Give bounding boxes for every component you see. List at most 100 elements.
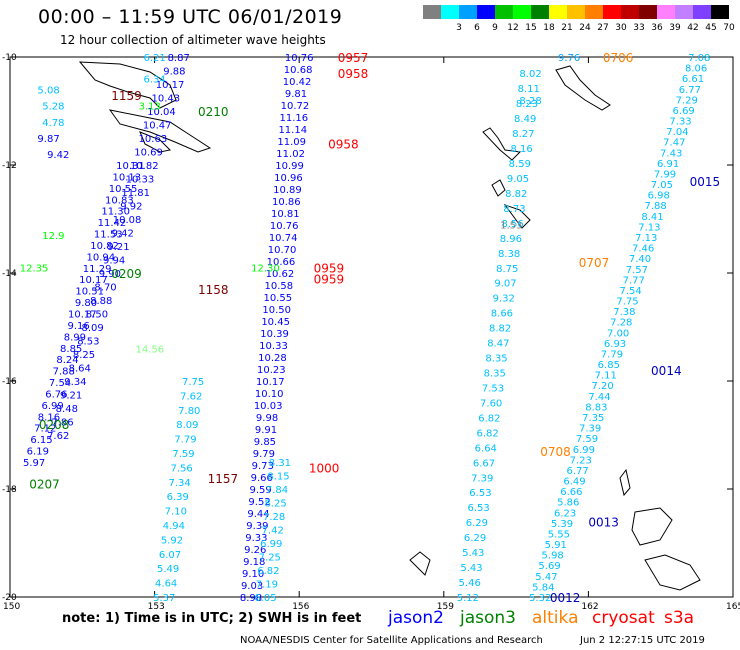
wave-height-value: 11.02: [276, 149, 305, 160]
wave-height-value: 7.99: [654, 169, 676, 180]
scale-label: 12: [507, 23, 519, 33]
track-t1: 10.7610.6810.429.8110.7211.1611.1411.091…: [240, 53, 314, 604]
wave-height-value: 10.08: [113, 215, 142, 226]
wave-height-value: 6.99: [573, 445, 595, 456]
wave-height-value: 7.46: [632, 244, 654, 255]
scale-swatch: [531, 5, 549, 19]
wave-height-value: 5.49: [157, 564, 179, 575]
wave-height-value: 8.66: [491, 309, 513, 320]
wave-height-value: 9.44: [247, 509, 269, 520]
wave-height-value: 10.10: [255, 389, 284, 400]
scale-label: 6: [474, 23, 480, 33]
wave-height-value: 10.82: [130, 161, 159, 172]
wave-height-value: 7.39: [471, 473, 493, 484]
wave-height-value: 9.76: [558, 53, 580, 64]
wave-height-value: 8.09: [81, 323, 103, 334]
wave-height-value: 6.82: [478, 413, 500, 424]
wave-height-value: 6.23: [554, 508, 576, 519]
wave-height-value: 10.82: [90, 241, 119, 252]
map-title: 00:00 – 11:59 UTC 06/01/2019: [38, 6, 343, 28]
wave-height-value: 10.33: [259, 341, 288, 352]
wave-height-value: 8.25: [73, 350, 95, 361]
wave-height-value: 8.16: [510, 144, 532, 155]
coastline: [78, 61, 177, 109]
wave-height-value: 10.62: [266, 269, 295, 280]
coastline: [139, 131, 172, 153]
wave-height-value: 8.48: [56, 404, 78, 415]
legend-s3a: s3a: [664, 608, 695, 628]
wave-height-value: 3.13: [139, 102, 161, 113]
wave-height-value: 5.46: [459, 578, 481, 589]
wave-height-value: 6.69: [673, 106, 695, 117]
scale-swatch: [423, 5, 441, 19]
pass-time-label: 0959: [314, 262, 345, 276]
track-t4: 10.3110.1310.5510.8311.3011.4211.5310.82…: [23, 161, 145, 469]
wave-height-value: 4.78: [42, 118, 64, 129]
pass-time-label: 0012: [550, 591, 581, 605]
wave-height-value: 7.57: [626, 265, 648, 276]
wave-height-value: 5.43: [462, 548, 484, 559]
wave-height-value: 10.63: [139, 134, 168, 145]
wave-height-value: 1.53: [500, 220, 522, 231]
wave-height-value: 10.39: [260, 329, 289, 340]
wave-height-value: 5.98: [542, 551, 564, 562]
wave-height-value: 7.54: [49, 378, 71, 389]
scale-label: 45: [705, 23, 717, 33]
wave-height-value: 10.04: [147, 107, 176, 118]
wave-height-value: 8.49: [514, 114, 536, 125]
wave-height-value: 8.99: [64, 332, 86, 343]
legend-altika: altika: [532, 608, 579, 628]
wave-height-value: 12.9: [42, 231, 64, 242]
wave-height-value: 9.32: [493, 294, 515, 305]
wave-height-value: 6.39: [167, 492, 189, 503]
pass-time-label: 0013: [588, 515, 619, 529]
wave-height-value: 9.18: [243, 557, 265, 568]
wave-height-value: 8.23: [516, 99, 538, 110]
wave-height-value: 10.17: [68, 310, 97, 321]
wave-height-value: 6.21: [143, 53, 165, 64]
wave-height-value: 5.86: [557, 498, 579, 509]
wave-height-value: 7.13: [638, 222, 660, 233]
wave-height-value: 9.16: [67, 321, 89, 332]
wave-height-value: 9.34: [64, 377, 86, 388]
scale-label: 24: [579, 23, 591, 33]
wave-height-value: 10.03: [254, 401, 283, 412]
wave-height-value: 7.53: [482, 383, 504, 394]
wave-height-value: 7.39: [579, 424, 601, 435]
wave-height-value: 9.90: [99, 269, 121, 280]
wave-height-value: 8.15: [267, 472, 289, 483]
wave-height-value: 9.03: [241, 581, 263, 592]
wave-height-value: 7.79: [174, 435, 196, 446]
wave-height-value: 9.73: [252, 461, 274, 472]
wave-height-value: 5.92: [161, 535, 183, 546]
scale-label: 9: [492, 23, 498, 33]
wave-height-value: 10.81: [271, 209, 300, 220]
wave-height-value: 6.91: [657, 159, 679, 170]
wave-height-value: 11.53: [94, 230, 123, 241]
wave-height-value: 7.08: [688, 53, 710, 64]
scale-swatch: [477, 5, 495, 19]
wave-height-value: 7.47: [663, 138, 685, 149]
wave-height-value: 8.98: [240, 593, 262, 604]
wave-height-value: 11.81: [121, 188, 150, 199]
wave-height-value: 7.56: [170, 463, 192, 474]
scale-swatch: [567, 5, 585, 19]
wave-height-value: 9.66: [251, 473, 273, 484]
wave-height-value: 7.23: [570, 455, 592, 466]
wave-height-value: 9.88: [163, 67, 185, 78]
wave-height-value: 7.38: [613, 307, 635, 318]
wave-height-value: 10.68: [284, 65, 313, 76]
wave-height-value: 7.00: [607, 328, 629, 339]
wave-height-value: 7.05: [651, 180, 673, 191]
scale-swatch: [459, 5, 477, 19]
coastline: [482, 127, 522, 161]
wave-height-value: 5.32: [529, 593, 551, 604]
coastline: [644, 554, 701, 591]
wave-height-value: 6.15: [30, 435, 52, 446]
scale-label: 27: [597, 23, 609, 33]
lat-label: -18: [2, 485, 17, 495]
wave-height-value: 8.75: [496, 264, 518, 275]
wave-height-value: 9.59: [250, 485, 272, 496]
wave-height-value: 10.74: [269, 233, 298, 244]
